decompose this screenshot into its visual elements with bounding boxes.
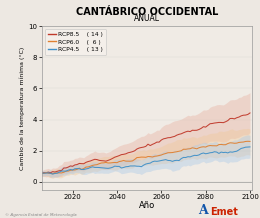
Title: CANTÁBRICO OCCIDENTAL: CANTÁBRICO OCCIDENTAL xyxy=(76,7,218,17)
Text: A: A xyxy=(198,204,207,217)
Text: © Agencia Estatal de Meteorología: © Agencia Estatal de Meteorología xyxy=(5,213,77,217)
Text: Emet: Emet xyxy=(211,207,238,217)
Legend: RCP8.5    ( 14 ), RCP6.0    (  6 ), RCP4.5    ( 13 ): RCP8.5 ( 14 ), RCP6.0 ( 6 ), RCP4.5 ( 13… xyxy=(44,29,106,55)
X-axis label: Año: Año xyxy=(139,201,155,211)
Y-axis label: Cambio de la temperatura mínima (°C): Cambio de la temperatura mínima (°C) xyxy=(20,46,25,170)
Text: ANUAL: ANUAL xyxy=(134,14,160,23)
